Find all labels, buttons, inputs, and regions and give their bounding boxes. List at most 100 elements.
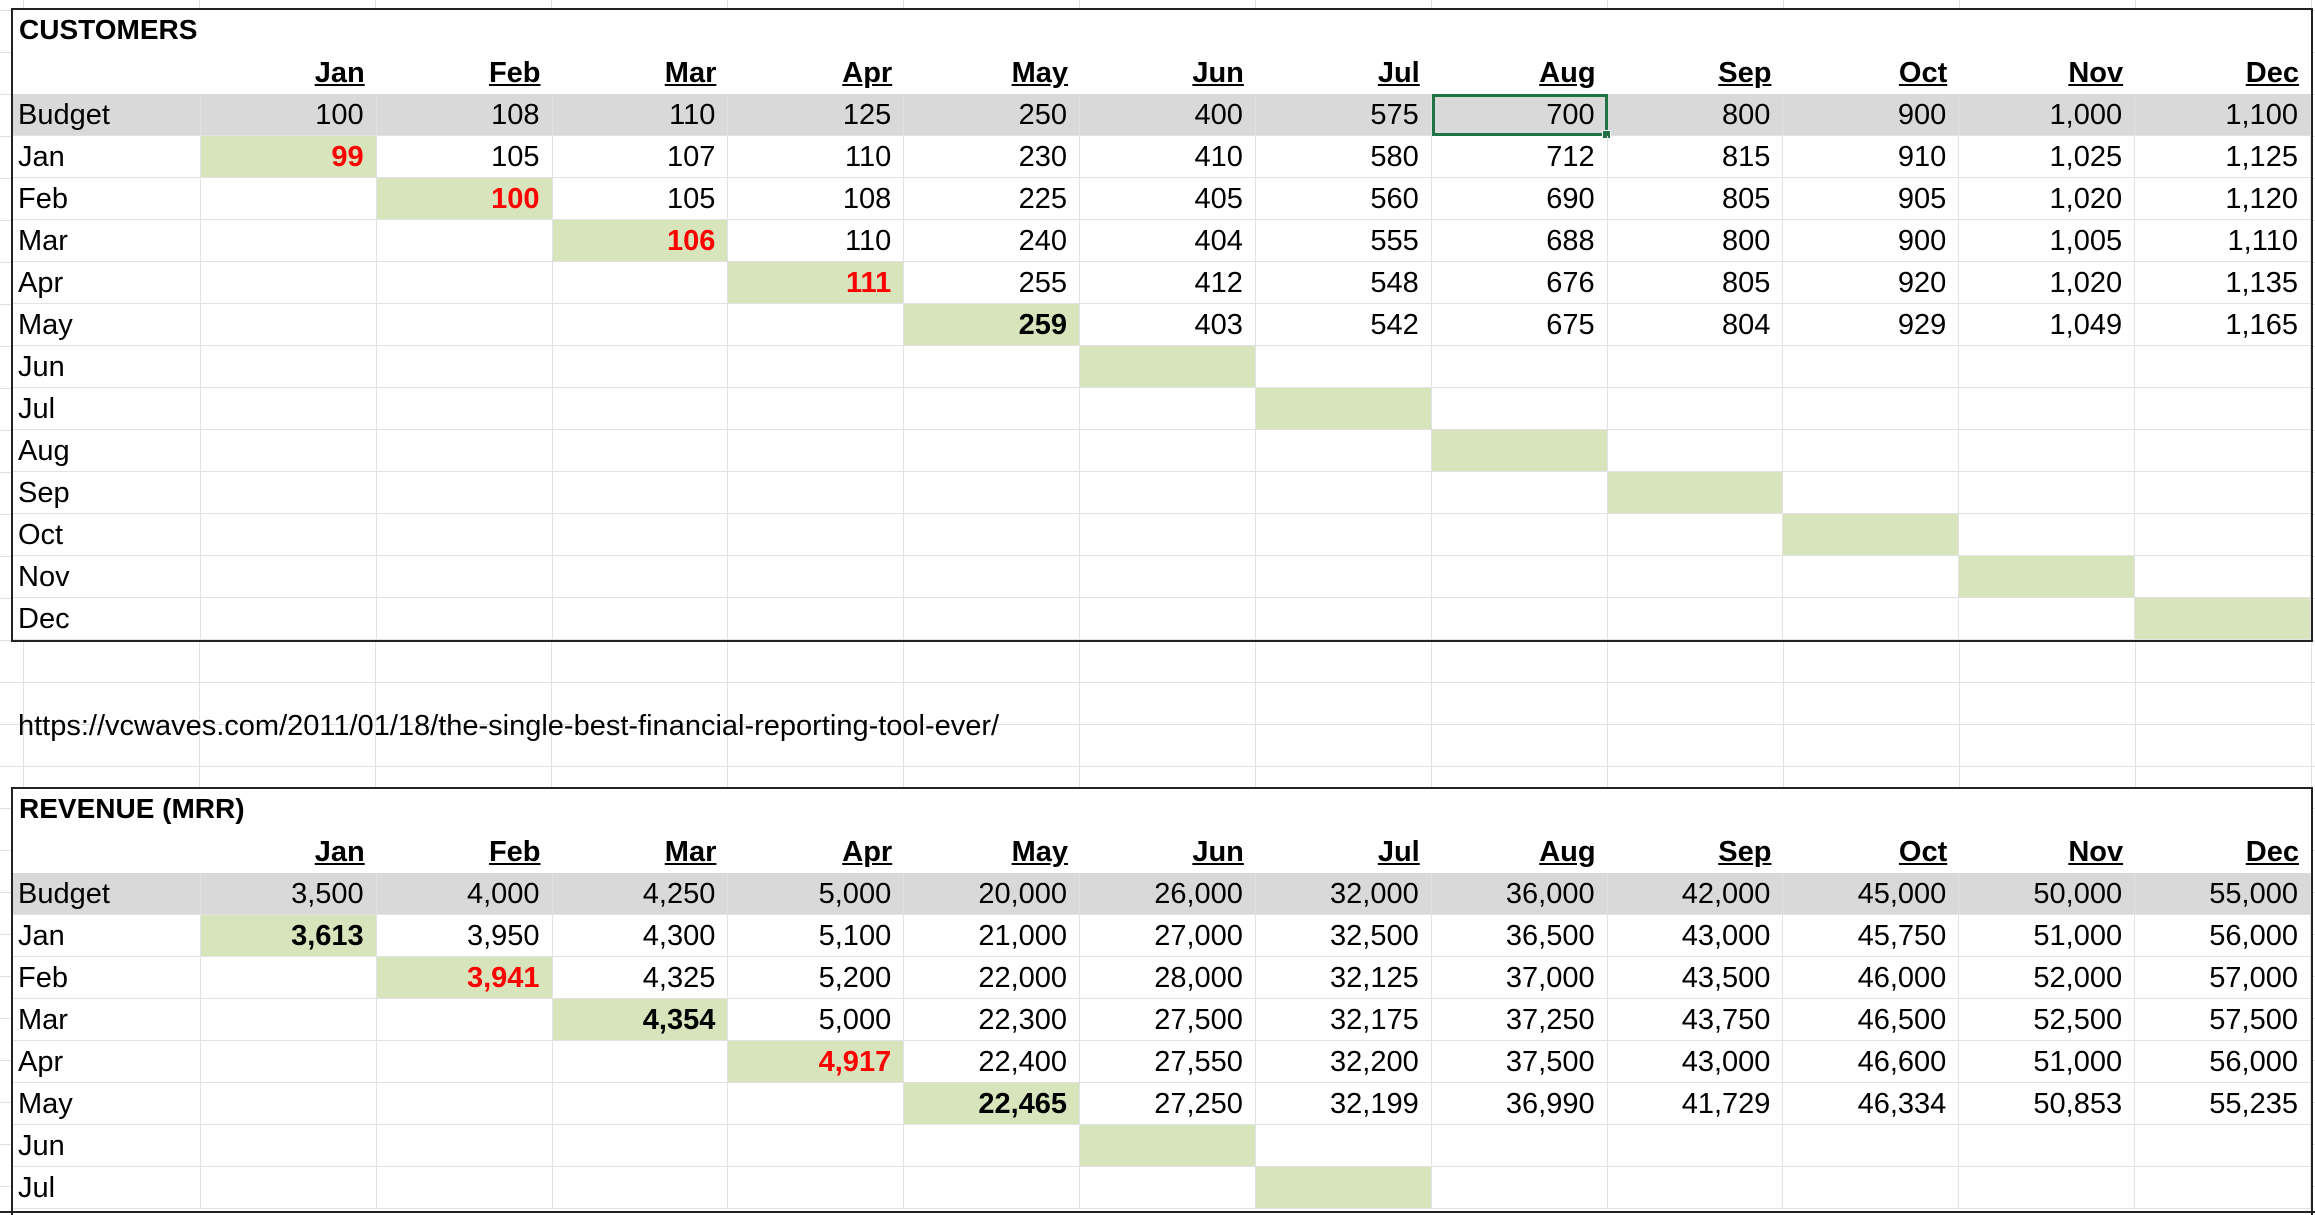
value-cell[interactable] <box>552 304 729 346</box>
value-cell[interactable]: 50,000 <box>1959 873 2136 915</box>
value-cell[interactable] <box>1959 598 2136 640</box>
value-cell[interactable]: 110 <box>728 220 905 262</box>
month-header-feb[interactable]: Feb <box>488 57 541 89</box>
value-cell[interactable] <box>1607 430 1784 472</box>
value-cell[interactable] <box>552 388 729 430</box>
actual-value-cell[interactable]: 3,613 <box>200 915 377 957</box>
value-cell[interactable]: 240 <box>904 220 1081 262</box>
value-cell[interactable]: 805 <box>1607 262 1784 304</box>
value-cell[interactable] <box>200 346 377 388</box>
value-cell[interactable]: 110 <box>552 94 729 136</box>
month-header-nov[interactable]: Nov <box>2068 57 2124 89</box>
value-cell[interactable] <box>1080 1167 1256 1209</box>
actual-value-cell[interactable] <box>1255 1167 1432 1209</box>
value-cell[interactable]: 36,500 <box>1431 915 1608 957</box>
value-cell[interactable] <box>2135 430 2311 472</box>
value-cell[interactable] <box>1080 430 1256 472</box>
value-cell[interactable]: 4,300 <box>552 915 729 957</box>
value-cell[interactable]: 804 <box>1607 304 1784 346</box>
actual-value-cell[interactable]: 99 <box>200 136 377 178</box>
row-label[interactable]: Jul <box>13 388 201 430</box>
value-cell[interactable] <box>200 430 377 472</box>
value-cell[interactable] <box>552 1083 729 1125</box>
value-cell[interactable]: 403 <box>1080 304 1256 346</box>
value-cell[interactable] <box>376 999 553 1041</box>
month-header-may[interactable]: May <box>1011 57 1069 89</box>
value-cell[interactable] <box>376 472 553 514</box>
value-cell[interactable]: 36,990 <box>1431 1083 1608 1125</box>
value-cell[interactable] <box>1783 556 1960 598</box>
value-cell[interactable]: 815 <box>1607 136 1784 178</box>
value-cell[interactable] <box>1783 472 1960 514</box>
value-cell[interactable] <box>1255 1125 1432 1167</box>
value-cell[interactable] <box>200 598 377 640</box>
value-cell[interactable] <box>200 1125 377 1167</box>
value-cell[interactable] <box>552 472 729 514</box>
value-cell[interactable] <box>1080 514 1256 556</box>
value-cell[interactable]: 225 <box>904 178 1081 220</box>
month-header-nov[interactable]: Nov <box>2068 836 2124 868</box>
value-cell[interactable]: 3,950 <box>376 915 553 957</box>
value-cell[interactable]: 27,500 <box>1080 999 1256 1041</box>
value-cell[interactable] <box>2135 346 2311 388</box>
value-cell[interactable]: 46,334 <box>1783 1083 1960 1125</box>
value-cell[interactable] <box>1431 556 1608 598</box>
month-header-apr[interactable]: Apr <box>842 57 893 89</box>
row-label[interactable]: May <box>13 1083 201 1125</box>
row-label[interactable]: Sep <box>13 472 201 514</box>
value-cell[interactable] <box>1959 472 2136 514</box>
month-header-aug[interactable]: Aug <box>1539 57 1596 89</box>
month-header-mar[interactable]: Mar <box>664 57 717 89</box>
value-cell[interactable] <box>200 999 377 1041</box>
value-cell[interactable] <box>728 346 905 388</box>
value-cell[interactable]: 255 <box>904 262 1081 304</box>
row-label[interactable]: Budget <box>13 873 201 915</box>
month-header-dec[interactable]: Dec <box>2245 836 2299 868</box>
value-cell[interactable] <box>1607 388 1784 430</box>
value-cell[interactable]: 5,000 <box>728 999 905 1041</box>
value-cell[interactable] <box>2135 556 2311 598</box>
value-cell[interactable]: 1,120 <box>2135 178 2311 220</box>
value-cell[interactable]: 1,000 <box>1959 94 2136 136</box>
value-cell[interactable] <box>2135 1167 2311 1209</box>
value-cell[interactable]: 929 <box>1783 304 1960 346</box>
actual-value-cell[interactable] <box>1431 430 1608 472</box>
value-cell[interactable]: 905 <box>1783 178 1960 220</box>
value-cell[interactable]: 32,199 <box>1255 1083 1432 1125</box>
value-cell[interactable] <box>1959 346 2136 388</box>
value-cell[interactable]: 1,100 <box>2135 94 2311 136</box>
month-header-mar[interactable]: Mar <box>664 836 717 868</box>
value-cell[interactable]: 27,000 <box>1080 915 1256 957</box>
value-cell[interactable] <box>1431 514 1608 556</box>
source-link[interactable]: https://vcwaves.com/2011/01/18/the-singl… <box>18 710 1000 742</box>
value-cell[interactable] <box>1607 514 1784 556</box>
value-cell[interactable] <box>200 1167 377 1209</box>
value-cell[interactable]: 27,550 <box>1080 1041 1256 1083</box>
month-header-sep[interactable]: Sep <box>1718 57 1772 89</box>
value-cell[interactable] <box>376 556 553 598</box>
value-cell[interactable] <box>1783 430 1960 472</box>
selected-cell[interactable]: 700 <box>1431 94 1611 139</box>
value-cell[interactable] <box>200 514 377 556</box>
month-header-jun[interactable]: Jun <box>1192 836 1244 868</box>
value-cell[interactable] <box>1431 472 1608 514</box>
row-label[interactable]: Oct <box>13 514 201 556</box>
value-cell[interactable]: 5,000 <box>728 873 905 915</box>
value-cell[interactable] <box>904 556 1081 598</box>
value-cell[interactable] <box>552 430 729 472</box>
value-cell[interactable]: 46,500 <box>1783 999 1960 1041</box>
value-cell[interactable]: 412 <box>1080 262 1256 304</box>
value-cell[interactable] <box>1080 598 1256 640</box>
value-cell[interactable]: 42,000 <box>1607 873 1784 915</box>
row-label[interactable]: Jan <box>13 136 201 178</box>
value-cell[interactable] <box>376 1041 553 1083</box>
value-cell[interactable]: 1,025 <box>1959 136 2136 178</box>
value-cell[interactable]: 57,000 <box>2135 957 2311 999</box>
value-cell[interactable]: 920 <box>1783 262 1960 304</box>
value-cell[interactable]: 250 <box>904 94 1081 136</box>
value-cell[interactable]: 46,000 <box>1783 957 1960 999</box>
value-cell[interactable]: 56,000 <box>2135 915 2311 957</box>
value-cell[interactable]: 32,200 <box>1255 1041 1432 1083</box>
month-header-sep[interactable]: Sep <box>1718 836 1772 868</box>
value-cell[interactable]: 580 <box>1255 136 1432 178</box>
